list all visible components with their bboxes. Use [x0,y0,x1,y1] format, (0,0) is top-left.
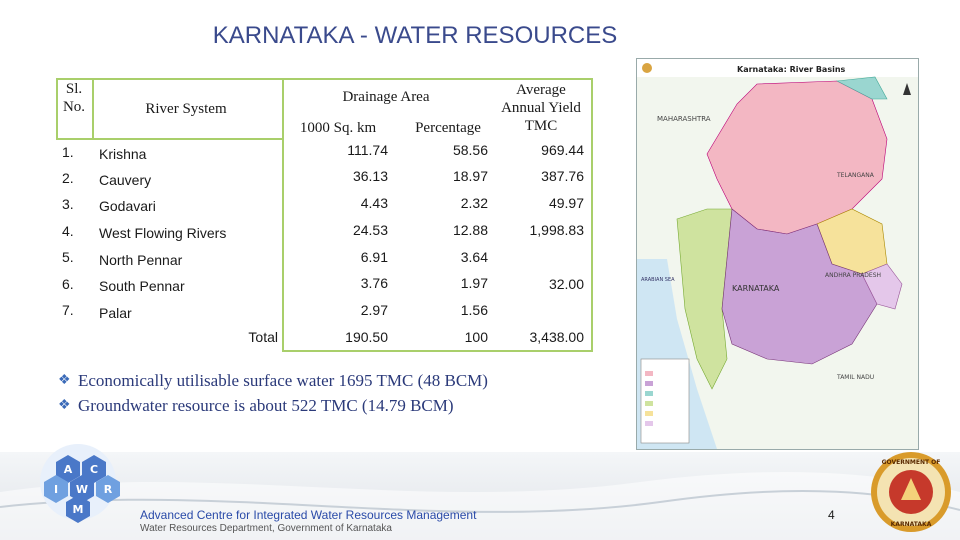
diamond-bullet-icon: ❖ [58,398,71,413]
row-river: Godavari [99,198,156,214]
row-area: 111.74 [347,142,388,158]
footer-wave-graphic [0,471,960,540]
karnataka-map-graphic: Karnataka: River Basins MAHARASHTRA TELA… [637,59,918,449]
row-area: 36.13 [352,168,388,184]
svg-text:KARNATAKA: KARNATAKA [891,521,932,528]
svg-text:W: W [76,483,88,496]
row-area: 3.76 [360,275,388,291]
map-label-maharashtra: MAHARASHTRA [657,115,711,123]
row-yield: 969.44 [541,142,584,158]
svg-text:GOVERNMENT OF: GOVERNMENT OF [882,459,941,466]
bullet-list: ❖ Economically utilisable surface water … [58,370,618,420]
total-yield: 3,438.00 [529,329,585,345]
yield-header: Average Annual Yield TMC [501,82,581,134]
sl-header: Sl. No. [62,81,86,115]
row-pct: 12.88 [452,222,488,238]
diamond-bullet-icon: ❖ [58,373,71,388]
row-river: Cauvery [99,172,152,188]
row-sl: 2. [62,170,74,186]
row-area: 2.97 [360,302,388,318]
row-sl: 3. [62,196,74,212]
footer-band [0,452,960,540]
row-pct: 18.97 [452,168,488,184]
map-label-arabian: ARABIAN SEA [641,277,675,283]
map-label-telangana: TELANGANA [836,172,875,179]
row-area: 4.43 [360,195,388,211]
bullet-item: ❖ Groundwater resource is about 522 TMC … [58,395,618,416]
row-yield: 387.76 [541,168,584,184]
river-basin-map: Karnataka: River Basins MAHARASHTRA TELA… [636,58,919,450]
row-sl: 4. [62,223,74,239]
row-area: 24.53 [352,222,388,238]
map-seal-icon [642,63,652,73]
unit-header: 1000 Sq. km [299,120,377,136]
river-table: Sl. No. River System Drainage Area 1000 … [56,78,593,352]
total-label: Total [248,329,278,345]
row-pct: 58.56 [452,142,488,158]
map-label-andhra: ANDHRA PRADESH [825,272,881,279]
svg-text:R: R [104,483,113,496]
bullet-text: Economically utilisable surface water 16… [78,371,488,390]
slide-title: KARNATAKA - WATER RESOURCES [212,22,618,49]
river-header: River System [145,101,227,117]
row-yield: 49.97 [548,195,584,211]
drainage-header: Drainage Area [342,89,430,105]
map-label-karnataka: KARNATAKA [732,284,780,293]
percentage-header: Percentage [415,120,481,136]
svg-text:C: C [90,463,98,476]
row-yield: 32.00 [548,276,584,292]
row-river: Palar [99,305,132,321]
row-pct: 1.56 [460,302,488,318]
bullet-item: ❖ Economically utilisable surface water … [58,370,618,391]
svg-text:I: I [54,483,58,496]
svg-text:A: A [64,463,73,476]
row-sl: 7. [62,302,74,318]
svg-text:M: M [73,503,84,516]
north-arrow-icon [903,83,911,95]
page-number: 4 [828,508,835,522]
row-pct: 2.32 [460,195,488,211]
row-sl: 1. [62,144,74,160]
row-sl: 6. [62,276,74,292]
total-pct: 100 [464,329,488,345]
row-river: South Pennar [99,278,185,294]
total-area: 190.50 [345,329,388,345]
acirwm-logo: A C I W R M [40,444,120,523]
row-pct: 1.97 [460,275,488,291]
department-name: Water Resources Department, Government o… [140,523,392,534]
row-river: North Pennar [99,252,183,268]
row-pct: 3.64 [460,249,488,265]
org-name: Advanced Centre for Integrated Water Res… [140,508,477,522]
row-yield: 1,998.83 [529,222,585,238]
map-label-tamil: TAMIL NADU [836,374,874,381]
row-area: 6.91 [360,249,388,265]
map-title: Karnataka: River Basins [737,65,846,74]
row-sl: 5. [62,249,74,265]
row-river: West Flowing Rivers [99,225,227,241]
government-seal-icon: GOVERNMENT OF KARNATAKA [871,452,951,532]
row-river: Krishna [99,146,147,162]
data-box [282,78,593,352]
bullet-text: Groundwater resource is about 522 TMC (1… [78,396,454,415]
